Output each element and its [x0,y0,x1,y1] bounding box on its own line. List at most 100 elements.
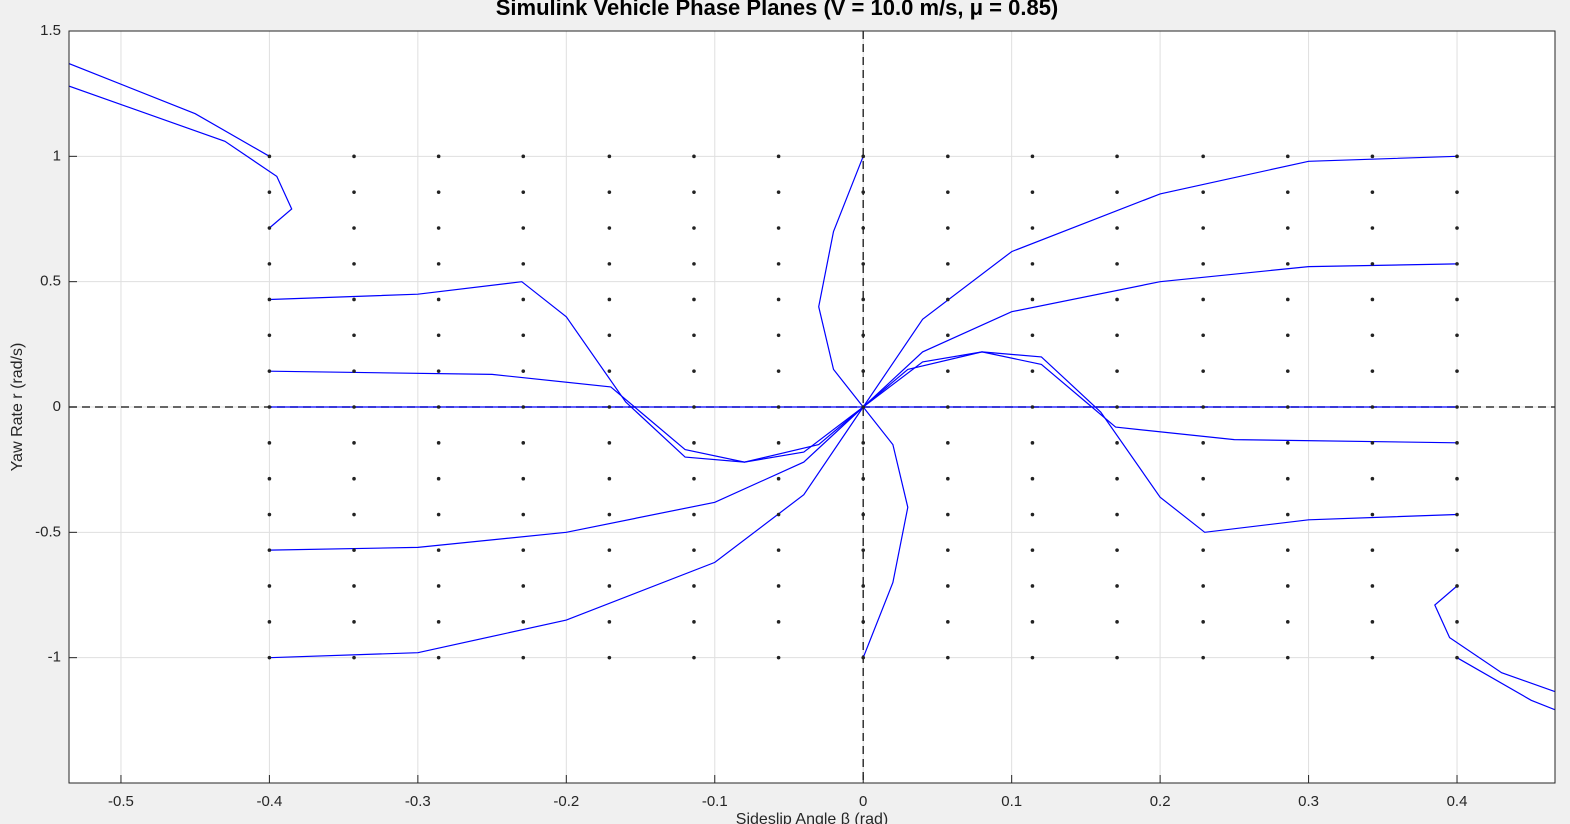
start-point [1370,297,1375,302]
start-point [436,369,441,373]
start-point [1370,405,1375,409]
start-point [352,154,356,159]
start-point [1201,226,1205,230]
start-point [776,512,781,517]
start-point [607,441,612,445]
start-point [352,369,356,373]
start-point [1455,333,1459,338]
y-tick-label: 0.5 [40,273,61,290]
start-point [1115,441,1119,445]
start-point [1370,369,1375,373]
start-point [352,333,356,338]
start-point [521,512,526,517]
start-point [436,226,441,230]
start-point [436,548,441,552]
start-point [1370,584,1375,588]
start-point [352,548,356,552]
start-point [861,655,866,660]
start-point [1370,512,1375,517]
start-point [267,512,272,517]
start-point [692,512,696,517]
start-point [776,226,781,230]
start-point [1030,333,1035,338]
trajectory [862,406,909,658]
start-point [607,297,612,302]
start-point [1201,476,1205,481]
x-tick-label: 0.3 [1298,793,1319,810]
start-point [692,620,696,624]
start-point [1285,262,1290,266]
start-point [436,476,441,481]
start-point [1030,655,1035,660]
start-point [1285,548,1290,552]
start-point [1030,548,1035,552]
start-point [1455,655,1459,660]
start-point [436,262,441,266]
start-point [1455,584,1459,588]
trajectory [269,370,864,463]
start-point [1201,262,1205,266]
start-point [1115,476,1119,481]
start-point [1201,620,1205,624]
start-point [267,297,272,302]
start-point [267,584,272,588]
start-point [1030,190,1035,194]
start-point [352,297,356,302]
start-point [1201,548,1205,552]
start-point [1201,405,1205,409]
start-point [776,548,781,552]
start-point [607,154,612,159]
start-point [1115,297,1119,302]
start-point [1030,297,1035,302]
start-point [1370,262,1375,266]
start-point [692,476,696,481]
start-point [352,476,356,481]
start-point [1115,369,1119,373]
y-tick-label: 0 [53,398,61,415]
start-point [267,190,272,194]
start-point [946,226,950,230]
start-point [776,333,781,338]
start-point [352,584,356,588]
start-point [776,190,781,194]
start-point [352,620,356,624]
start-point [1201,190,1205,194]
start-point [946,333,950,338]
chart-title: Simulink Vehicle Phase Planes (V = 10.0 … [496,0,1059,20]
start-point [1030,441,1035,445]
start-point [436,655,441,660]
start-point [352,512,356,517]
start-point [1115,262,1119,266]
start-point [1370,441,1375,445]
start-point [861,441,866,445]
start-point [692,190,696,194]
start-point [946,655,950,660]
start-point [521,476,526,481]
trajectory [818,156,864,408]
start-point [352,262,356,266]
start-point [861,226,866,230]
start-point [521,584,526,588]
start-point [1201,584,1205,588]
start-point [1285,584,1290,588]
start-point [692,333,696,338]
start-point [436,512,441,517]
start-point [607,620,612,624]
start-point [607,655,612,660]
x-tick-label: 0.1 [1001,793,1022,810]
start-point [352,226,356,230]
start-point [436,405,441,409]
start-point [1201,297,1205,302]
start-point [436,297,441,302]
trajectory [1434,585,1555,693]
start-point [1370,620,1375,624]
start-point [692,154,696,159]
start-point [1285,512,1290,517]
start-point [436,154,441,159]
start-point [267,548,272,552]
start-point [1285,333,1290,338]
start-point [521,441,526,445]
start-point [521,369,526,373]
start-point [1455,476,1459,481]
